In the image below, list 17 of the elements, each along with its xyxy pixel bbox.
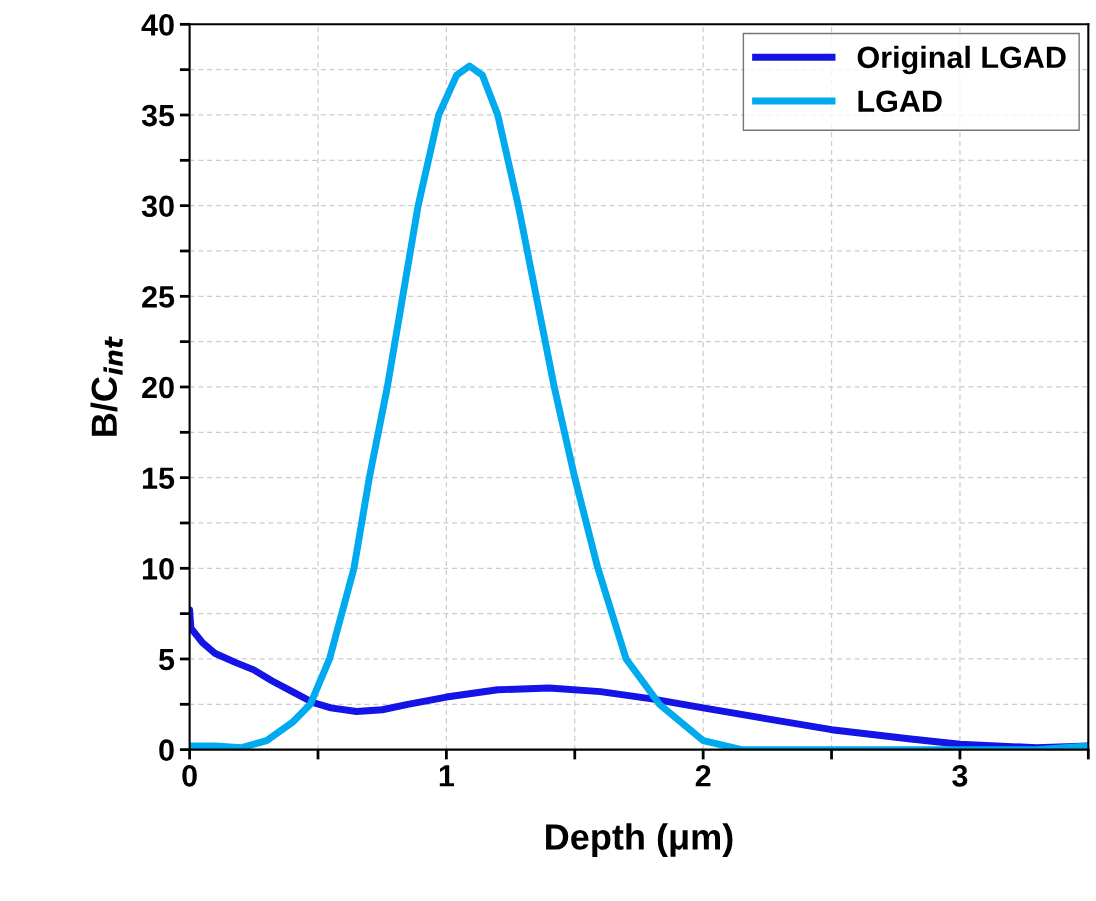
y-tick-label: 15 [142, 467, 175, 490]
legend-label: Original LGAD [857, 45, 1066, 75]
y-tick-label: 5 [158, 649, 175, 671]
x-tick-label: 2 [695, 765, 711, 787]
x-tick-label: 0 [182, 765, 197, 787]
y-tick-label: 0 [159, 739, 174, 761]
y-tick-label: 20 [142, 376, 174, 399]
y-tick-label: 35 [141, 104, 175, 127]
legend-label: LGAD [858, 90, 942, 113]
y-tick-label: 25 [142, 286, 175, 308]
y-tick-label: 30 [141, 195, 174, 218]
x-tick-label: 1 [439, 765, 455, 787]
y-tick-label: 40 [141, 14, 174, 36]
x-axis-title: Depth (μm) [546, 823, 733, 857]
y-tick-label: 10 [142, 558, 174, 580]
y-axis-title: B/C$_{int}$ [90, 336, 123, 436]
x-tick-label: 3 [952, 765, 968, 787]
